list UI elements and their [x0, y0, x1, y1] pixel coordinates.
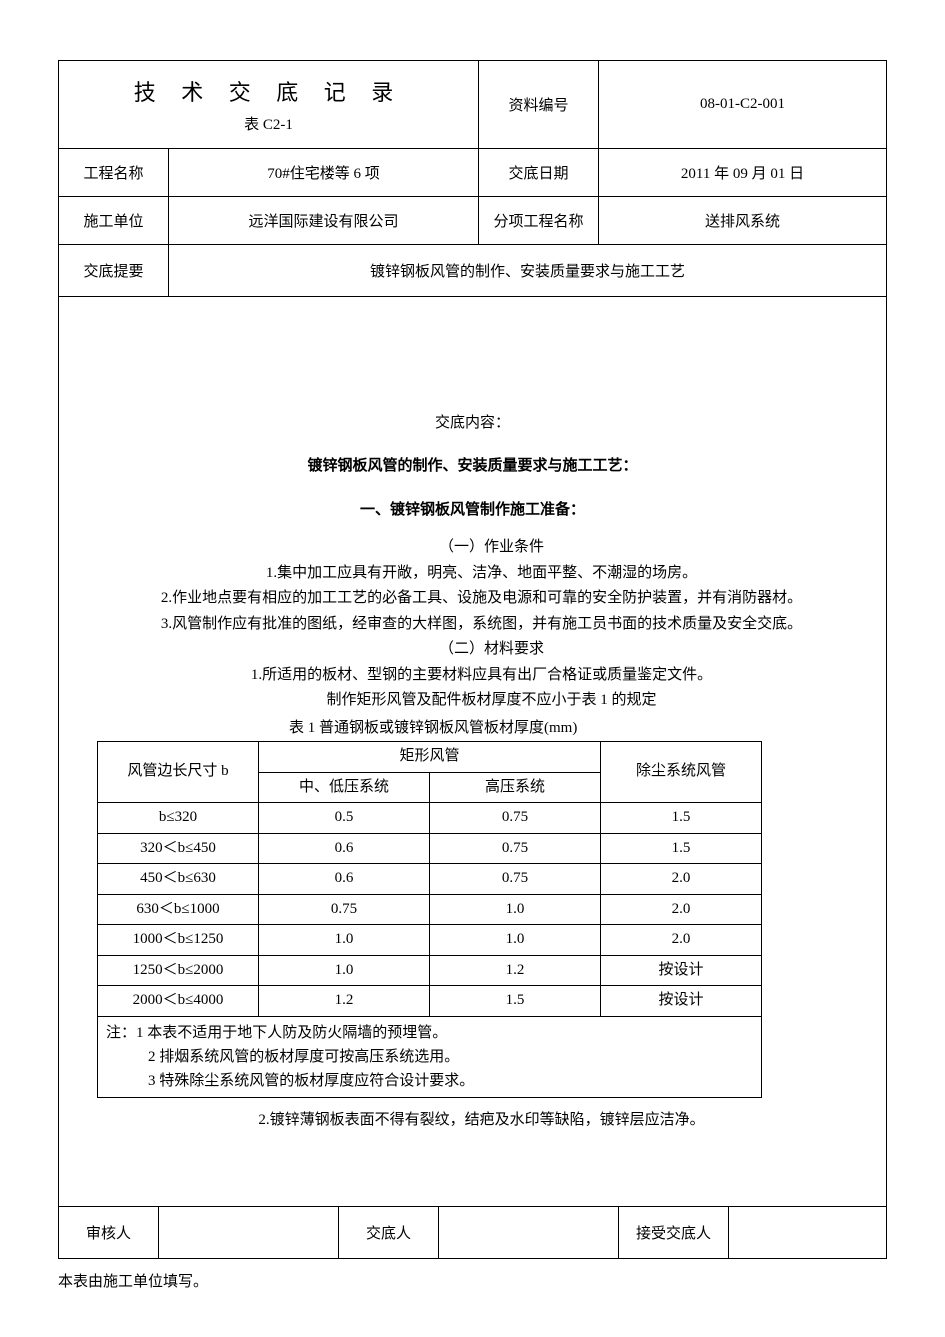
content-cell: 交底内容： 镀锌钢板风管的制作、安装质量要求与施工工艺： 一、镀锌钢板风管制作施…	[59, 297, 887, 1247]
form-subtitle: 表 C2-1	[244, 117, 293, 133]
table-row: 630＜b≤10000.751.02.0	[98, 894, 762, 925]
title-cell: 技 术 交 底 记 录 表 C2-1	[59, 61, 479, 149]
inner-table-caption: 表 1 普通钢板或镀锌钢板风管板材厚度(mm)	[59, 716, 886, 742]
sign-receiver-value	[729, 1207, 887, 1259]
para-after-table: 2.镀锌薄钢板表面不得有裂纹，结疤及水印等缺陷，镀锌层应洁净。	[59, 1108, 886, 1134]
section-title: 镀锌钢板风管的制作、安装质量要求与施工工艺：	[59, 454, 886, 480]
content-label: 交底内容：	[59, 411, 886, 437]
sign-reviewer-label: 审核人	[59, 1207, 159, 1259]
summary-value: 镀锌钢板风管的制作、安装质量要求与施工工艺	[169, 245, 887, 297]
date-value: 2011 年 09 月 01 日	[599, 149, 887, 197]
sign-disclose-value	[439, 1207, 619, 1259]
project-value: 70#住宅楼等 6 项	[169, 149, 479, 197]
main-form-table: 技 术 交 底 记 录 表 C2-1 资料编号 08-01-C2-001 工程名…	[58, 60, 887, 1247]
note-3: 3 特殊除尘系统风管的板材厚度应符合设计要求。	[106, 1069, 753, 1093]
table-row: 1000＜b≤12501.01.02.0	[98, 925, 762, 956]
note-1: 注：1 本表不适用于地下人防及防火隔墙的预埋管。	[106, 1021, 753, 1045]
th-high: 高压系统	[429, 772, 600, 803]
heading-1: 一、镀锌钢板风管制作施工准备：	[59, 498, 886, 524]
thickness-table: 风管边长尺寸 b 矩形风管 除尘系统风管 中、低压系统 高压系统 b≤3200.…	[97, 741, 762, 1098]
th-dust: 除尘系统风管	[601, 742, 762, 803]
doc-no-value: 08-01-C2-001	[599, 61, 887, 149]
project-label: 工程名称	[59, 149, 169, 197]
table-notes: 注：1 本表不适用于地下人防及防火隔墙的预埋管。 2 排烟系统风管的板材厚度可按…	[98, 1016, 762, 1097]
table-row: 2000＜b≤40001.21.5按设计	[98, 986, 762, 1017]
sign-disclose-label: 交底人	[339, 1207, 439, 1259]
para-4: 3.风管制作应有批准的图纸，经审查的大样图，系统图，并有施工员书面的技术质量及安…	[59, 612, 886, 638]
unit-label: 施工单位	[59, 197, 169, 245]
doc-no-label: 资料编号	[479, 61, 599, 149]
para-5: （二）材料要求	[59, 637, 886, 663]
table-row: 1250＜b≤20001.01.2按设计	[98, 955, 762, 986]
para-7: 制作矩形风管及配件板材厚度不应小于表 1 的规定	[59, 688, 886, 714]
para-3: 2.作业地点要有相应的加工工艺的必备工具、设施及电源和可靠的安全防护装置，并有消…	[59, 586, 886, 612]
footer-note: 本表由施工单位填写。	[58, 1270, 208, 1291]
para-6: 1.所适用的板材、型钢的主要材料应具有出厂合格证或质量鉴定文件。	[59, 663, 886, 689]
note-2: 2 排烟系统风管的板材厚度可按高压系统选用。	[106, 1045, 753, 1069]
table-row: b≤3200.50.751.5	[98, 803, 762, 834]
th-size: 风管边长尺寸 b	[98, 742, 259, 803]
sign-reviewer-value	[159, 1207, 339, 1259]
para-2: 1.集中加工应具有开敞，明亮、洁净、地面平整、不潮湿的场房。	[59, 561, 886, 587]
date-label: 交底日期	[479, 149, 599, 197]
subproject-value: 送排风系统	[599, 197, 887, 245]
sign-receiver-label: 接受交底人	[619, 1207, 729, 1259]
th-low: 中、低压系统	[258, 772, 429, 803]
para-1: （一）作业条件	[59, 535, 886, 561]
unit-value: 远洋国际建设有限公司	[169, 197, 479, 245]
table-row: 450＜b≤6300.60.752.0	[98, 864, 762, 895]
form-title: 技 术 交 底 记 录	[59, 75, 478, 113]
th-rect: 矩形风管	[258, 742, 600, 773]
summary-label: 交底提要	[59, 245, 169, 297]
signature-table: 审核人 交底人 接受交底人	[58, 1206, 887, 1259]
table-row: 320＜b≤4500.60.751.5	[98, 833, 762, 864]
subproject-label: 分项工程名称	[479, 197, 599, 245]
